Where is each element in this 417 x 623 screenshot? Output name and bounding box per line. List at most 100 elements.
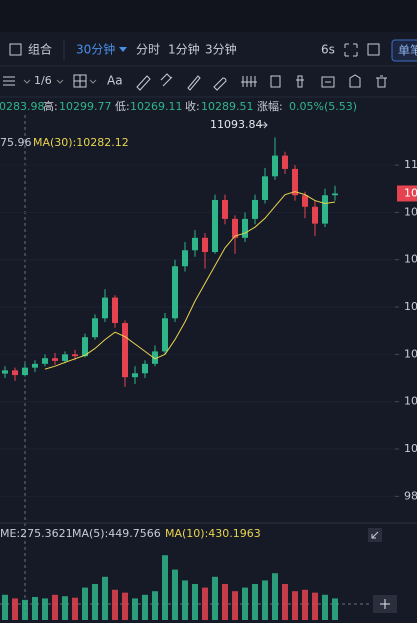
candle-body (292, 168, 298, 196)
caret[interactable] (23, 79, 31, 84)
button-label[interactable]: 单笔 (398, 43, 417, 58)
candle-body (12, 370, 18, 376)
candle-body (222, 199, 228, 219)
volume-ma10: MA(10):430.1963 (165, 527, 261, 540)
candle-body (82, 337, 88, 357)
grid-icon[interactable] (74, 75, 86, 87)
fullscreen-icon[interactable] (344, 43, 358, 57)
volume-bar (272, 573, 278, 620)
volume-bar (232, 591, 238, 620)
close-value: 10289.51 (201, 100, 254, 113)
candle-body (232, 218, 238, 238)
low-label: 低: (115, 100, 130, 113)
y-tick-label: 10 (404, 253, 417, 266)
candle-body (252, 199, 258, 219)
high-label: 高: (43, 99, 58, 113)
caret[interactable] (89, 79, 97, 84)
volume-bar (292, 591, 298, 620)
menu-icon[interactable] (3, 76, 15, 86)
high-annotation: 11093.84 (210, 118, 263, 131)
volume-bar (142, 594, 148, 620)
tab[interactable]: 1分钟 (168, 42, 200, 57)
change-value: 0.05%(5.53) (289, 100, 357, 113)
candle-body (192, 237, 198, 251)
window-icon[interactable] (367, 43, 380, 56)
candle-body (272, 155, 278, 177)
candle-body (92, 318, 98, 338)
candle-body (42, 358, 48, 364)
combo[interactable]: 组合 (28, 42, 52, 57)
volume-bar (202, 587, 208, 620)
y-tick-label: 98 (404, 489, 417, 502)
volume-bar (212, 576, 218, 620)
volume-bar (172, 569, 178, 620)
candle-body (62, 354, 68, 361)
candle-body (162, 318, 168, 352)
y-tick-label: 10 (404, 347, 417, 360)
caret[interactable] (119, 47, 127, 52)
volume-bar (262, 580, 268, 620)
volume-bar (282, 584, 288, 620)
volume-bar (332, 598, 338, 620)
high-value: 10299.77 (59, 100, 112, 113)
volume-bar (92, 584, 98, 620)
y-tick-label: 10 (404, 395, 417, 408)
combo-icon[interactable] (9, 43, 22, 56)
button[interactable] (391, 39, 417, 62)
volume-bar (12, 598, 18, 620)
volume-bar (42, 598, 48, 620)
candle-body (282, 155, 288, 169)
volume-bar (222, 584, 228, 620)
volume-bar (322, 594, 328, 620)
volume-bar (32, 596, 38, 620)
candle-body (182, 250, 188, 267)
add-icon[interactable] (380, 599, 390, 609)
change-label: 涨幅: (257, 100, 283, 113)
ma30: MA(30):10282.12 (33, 136, 129, 149)
low-value: 10269.11 (130, 100, 183, 113)
volume-bar (122, 592, 128, 620)
volume-bar (72, 597, 78, 620)
candle-body (52, 358, 58, 361)
close-label: 收: (185, 99, 200, 113)
volume-bar (2, 594, 8, 620)
y-tick-label: 10 (404, 442, 417, 455)
drawing-tools[interactable] (136, 73, 387, 91)
tool[interactable]: 1/6 (34, 74, 52, 87)
collapse-icon[interactable] (371, 531, 379, 539)
refresh[interactable]: 6s (321, 43, 335, 57)
candle-body (202, 237, 208, 253)
volume-bar (132, 598, 138, 620)
tab[interactable]: 3分钟 (205, 42, 237, 57)
candle-body (152, 351, 158, 364)
candle-body (312, 206, 318, 224)
candle-body (122, 323, 128, 378)
period[interactable]: 30分钟 (76, 42, 115, 57)
candle-body (32, 363, 38, 368)
candle-body (242, 218, 248, 238)
volume-bar (182, 580, 188, 620)
candle-body (2, 370, 8, 374)
candle-body (332, 193, 338, 196)
candle-body (142, 363, 148, 374)
volume-bar (242, 587, 248, 620)
tool[interactable]: Aa (107, 74, 123, 88)
volume-bar (112, 589, 118, 620)
tab[interactable]: 分时 (136, 43, 160, 57)
volume-value: ME:275.3621 (0, 527, 73, 540)
volume-bar (302, 589, 308, 620)
volume-bar (192, 584, 198, 620)
volume-bar (252, 584, 258, 620)
volume-bar (162, 555, 168, 620)
candle-body (132, 373, 138, 378)
volume-ma5: MA(5):449.7566 (72, 527, 161, 540)
y-tick-label: 10 (404, 205, 417, 218)
ma-line (44, 191, 336, 370)
candle-body (172, 266, 178, 319)
ma-prev: 75.96 (0, 136, 32, 149)
caret[interactable] (56, 79, 64, 84)
annotation-arrow (260, 121, 268, 129)
open-value: 10283.98 (0, 100, 45, 113)
